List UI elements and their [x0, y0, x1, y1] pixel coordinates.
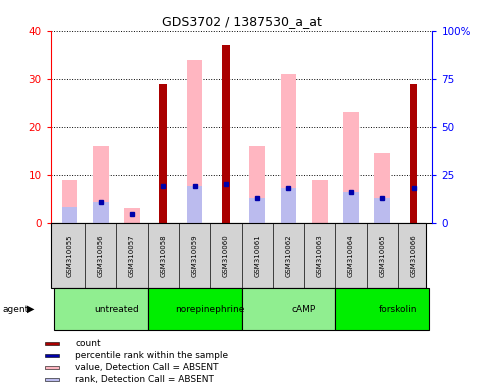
Bar: [159, 84, 167, 223]
Text: count: count: [75, 339, 101, 348]
Bar: [374, 153, 390, 223]
Bar: [335, 288, 429, 330]
Bar: [62, 207, 77, 223]
Bar: [148, 288, 242, 330]
Text: GSM310055: GSM310055: [67, 234, 72, 276]
Bar: [93, 202, 109, 223]
Bar: [281, 188, 296, 223]
Text: GSM310062: GSM310062: [285, 234, 291, 277]
Text: cAMP: cAMP: [292, 305, 316, 314]
Bar: [222, 45, 230, 223]
Bar: [93, 146, 109, 223]
Text: GSM310056: GSM310056: [98, 234, 104, 277]
Bar: [343, 192, 359, 223]
Bar: [249, 146, 265, 223]
Bar: [249, 198, 265, 223]
Text: ▶: ▶: [27, 304, 34, 314]
Bar: [374, 198, 390, 223]
Text: GSM310059: GSM310059: [192, 234, 198, 277]
Text: percentile rank within the sample: percentile rank within the sample: [75, 351, 228, 359]
Bar: [187, 186, 202, 223]
Text: forskolin: forskolin: [379, 305, 417, 314]
Text: GDS3702 / 1387530_a_at: GDS3702 / 1387530_a_at: [161, 15, 322, 28]
Text: GSM310057: GSM310057: [129, 234, 135, 277]
Bar: [45, 377, 59, 381]
Bar: [281, 74, 296, 223]
Text: GSM310063: GSM310063: [317, 234, 323, 277]
Bar: [343, 112, 359, 223]
Text: GSM310064: GSM310064: [348, 234, 354, 277]
Bar: [124, 208, 140, 223]
Text: GSM310058: GSM310058: [160, 234, 166, 277]
Text: rank, Detection Call = ABSENT: rank, Detection Call = ABSENT: [75, 374, 214, 384]
Text: norepinephrine: norepinephrine: [175, 305, 245, 314]
Text: GSM310061: GSM310061: [254, 234, 260, 277]
Text: GSM310065: GSM310065: [379, 234, 385, 277]
Text: agent: agent: [2, 305, 28, 314]
Text: untreated: untreated: [94, 305, 139, 314]
Bar: [54, 288, 148, 330]
Bar: [62, 180, 77, 223]
Text: GSM310066: GSM310066: [411, 234, 416, 277]
Bar: [45, 366, 59, 369]
Bar: [45, 354, 59, 356]
Bar: [242, 288, 335, 330]
Text: GSM310060: GSM310060: [223, 234, 229, 277]
Bar: [45, 342, 59, 344]
Bar: [312, 180, 327, 223]
Bar: [187, 60, 202, 223]
Text: value, Detection Call = ABSENT: value, Detection Call = ABSENT: [75, 362, 219, 372]
Bar: [410, 84, 417, 223]
